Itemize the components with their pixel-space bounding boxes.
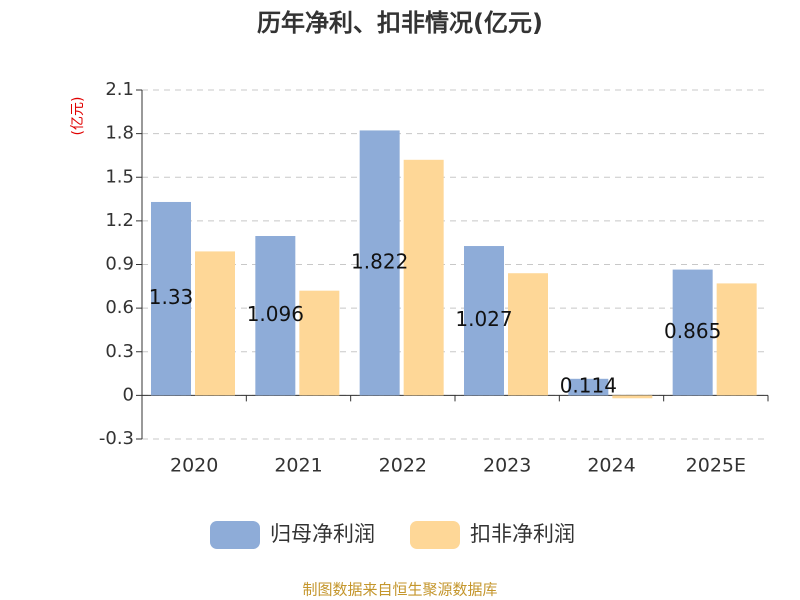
bar [255,235,296,396]
x-tick-label: 2020 [170,455,218,477]
data-label: 1.822 [351,249,408,273]
bar [299,290,340,396]
data-label: 1.027 [455,307,512,331]
data-label: 1.096 [247,302,304,326]
x-tick-label: 2022 [379,455,427,477]
y-tick-label: -0.3 [99,428,134,449]
legend-swatch[interactable] [210,521,260,549]
bar [716,283,757,396]
bar [195,251,235,396]
data-label: 1.33 [149,285,194,309]
bar [568,378,609,396]
x-tick-label: 2021 [274,455,322,477]
bar [359,130,400,396]
y-tick-label: 0.9 [105,254,134,275]
y-tick-label: 0.3 [105,341,134,362]
source-note: 制图数据来自恒生聚源数据库 [302,581,497,599]
chart-title: 历年净利、扣非情况(亿元) [257,9,543,37]
x-tick-label: 2025E [686,455,746,477]
x-tick-label: 2024 [587,455,635,477]
bar [672,269,713,396]
bar [612,395,653,399]
y-tick-label: 2.1 [105,79,134,100]
y-tick-label: 1.8 [105,123,134,144]
y-axis-label: (亿元) [70,97,86,136]
bar [464,246,504,396]
legend-swatch[interactable] [410,521,460,549]
y-tick-label: 0 [123,384,134,405]
y-tick-label: 0.6 [105,297,134,318]
y-tick-label: 1.5 [105,166,134,187]
data-label: 0.865 [664,319,721,343]
y-tick-label: 1.2 [105,210,134,231]
legend-label[interactable]: 扣非净利润 [470,522,575,546]
bar [508,273,548,396]
bar [403,159,444,396]
legend-label[interactable]: 归母净利润 [270,522,375,546]
bar [151,201,191,396]
data-label: 0.114 [560,374,617,398]
x-tick-label: 2023 [483,455,531,477]
